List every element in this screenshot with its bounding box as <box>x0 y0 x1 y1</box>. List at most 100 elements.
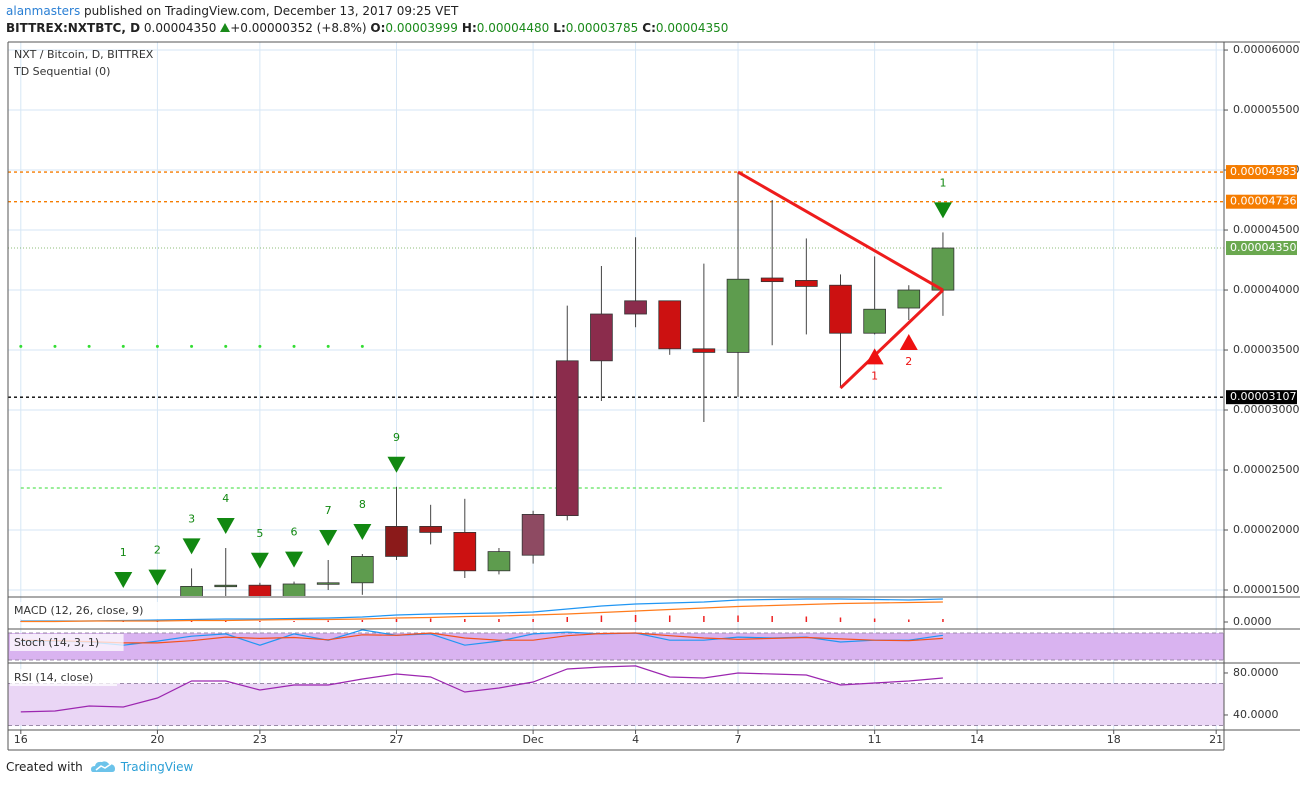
candle-body <box>692 348 716 353</box>
td-sell-arrow <box>114 571 133 588</box>
ohlc: O:0.00003999 H:0.00004480 L:0.00003785 C:0.… <box>370 21 732 35</box>
candle-body <box>316 582 340 585</box>
ohlc-value: 0.00003785 <box>565 21 639 35</box>
header-line-2: BITTREX:NXTBTC, D 0.00004350 +0.00000352… <box>6 21 732 35</box>
tradingview-logo[interactable] <box>90 760 117 774</box>
td-buy-arrow <box>899 334 918 351</box>
x-tick-label: 20 <box>150 733 164 746</box>
bands <box>8 632 1224 726</box>
td-sell-arrow <box>216 518 235 535</box>
candle-body <box>351 556 374 584</box>
frame <box>7 41 1300 751</box>
series-line <box>20 601 943 623</box>
candle-body <box>897 289 921 309</box>
up-arrow-icon <box>220 23 231 32</box>
td-level-dot <box>224 344 228 348</box>
x-tick-label: Dec <box>522 733 543 746</box>
candle-body <box>624 300 647 315</box>
pane-subtitle: TD Sequential (0) <box>13 65 110 78</box>
y-tick-label: 0.00004500 <box>1233 223 1299 236</box>
symbol: BITTREX:NXTBTC, D <box>6 21 141 35</box>
price-level-label: 0.00004350 <box>1230 241 1296 254</box>
ohlc-value: 0.00004350 <box>655 21 729 35</box>
td-sell-count: 4 <box>222 492 229 505</box>
ohlc-value: 0.00004480 <box>476 21 550 35</box>
price-level-box <box>1226 165 1297 180</box>
candle-body <box>521 514 545 556</box>
price-level-box <box>1226 241 1297 256</box>
published: published on TradingView.com, December 1… <box>84 4 459 18</box>
candle-body <box>658 300 682 350</box>
pane-title: Stoch (14, 3, 1) <box>14 636 99 649</box>
td-sell-arrow <box>285 551 304 568</box>
y-tick-label: 0.0000 <box>1233 615 1272 628</box>
series-line <box>20 598 943 622</box>
td-level-dot <box>360 344 364 348</box>
ohlc-label: H: <box>461 21 477 35</box>
labels: 16 20 23 27 Dec 4 7 11 14 18 210.000015000.0000200… <box>10 43 1299 746</box>
footer: Created with TradingView <box>6 760 193 774</box>
created-with: Created with <box>6 760 83 774</box>
td-sell-count: 2 <box>154 544 161 557</box>
candle-body <box>248 584 272 596</box>
td-sell-count: 1 <box>939 176 946 189</box>
candle-body <box>931 247 955 291</box>
indicator-band <box>8 683 1224 726</box>
td-sell-count: 3 <box>188 512 195 525</box>
x-tick-label: 23 <box>253 733 267 746</box>
price-level-label: 0.00003107 <box>1230 390 1296 403</box>
x-tick-label: 27 <box>389 733 403 746</box>
indicator-panes <box>20 598 944 713</box>
ohlc-label: C: <box>642 21 656 35</box>
candle-body <box>726 278 750 353</box>
price-level-label: 0.00004736 <box>1230 195 1296 208</box>
pane-title-bg <box>10 669 117 686</box>
td-level-dot <box>53 344 57 348</box>
candle-body <box>453 532 477 572</box>
td-level-dot <box>326 344 330 348</box>
y-tick-label: 0.00006000 <box>1233 43 1299 56</box>
td-level-dot <box>292 344 296 348</box>
series-line <box>20 632 943 644</box>
indicator-band <box>8 633 1224 661</box>
y-tick-label: 0.00004000 <box>1233 283 1299 296</box>
candle-body <box>555 360 579 517</box>
y-tick-label: 0.00001500 <box>1233 583 1299 596</box>
candle-body <box>214 584 238 588</box>
candle-body <box>829 284 852 334</box>
trendline <box>839 288 944 390</box>
ohlc-label: L: <box>553 21 566 35</box>
td-buy-count: 1 <box>871 369 878 382</box>
y-tick-label: 0.00003500 <box>1233 343 1299 356</box>
y-tick-label: 0.00005500 <box>1233 103 1299 116</box>
y-tick-label: 40.0000 <box>1233 708 1279 721</box>
x-tick-label: 16 <box>14 733 28 746</box>
td-buy-arrow <box>865 348 884 365</box>
td-sell-arrow <box>387 456 406 473</box>
candle-body <box>419 526 442 533</box>
pane-title: RSI (14, close) <box>14 671 93 684</box>
trendline <box>737 170 944 292</box>
candle-body <box>385 526 408 557</box>
candle-body <box>590 313 613 362</box>
td-level-dot <box>258 344 262 348</box>
td-sell-count: 5 <box>256 527 263 540</box>
last-price: 0.00004350 <box>143 21 217 35</box>
td-sell-arrow <box>182 538 201 555</box>
candle-body <box>760 277 784 283</box>
x-tick-label: 11 <box>868 733 882 746</box>
author[interactable]: alanmasters <box>6 4 81 18</box>
tradingview-link[interactable]: TradingView <box>120 760 194 774</box>
td-sell-count: 9 <box>393 431 400 444</box>
x-tick-label: 14 <box>970 733 984 746</box>
td-level-dot <box>155 344 159 348</box>
price-level-label: 0.00004983 <box>1230 165 1296 178</box>
price-pane: 1 2 3 4 5 6 7 8 9 1 1 2 <box>8 170 1224 596</box>
td-level-dot <box>121 344 125 348</box>
y-tick-label: 80.0000 <box>1233 666 1279 679</box>
series-line <box>20 665 943 713</box>
td-level-dot <box>19 344 23 348</box>
pane-title-bg <box>10 634 124 651</box>
